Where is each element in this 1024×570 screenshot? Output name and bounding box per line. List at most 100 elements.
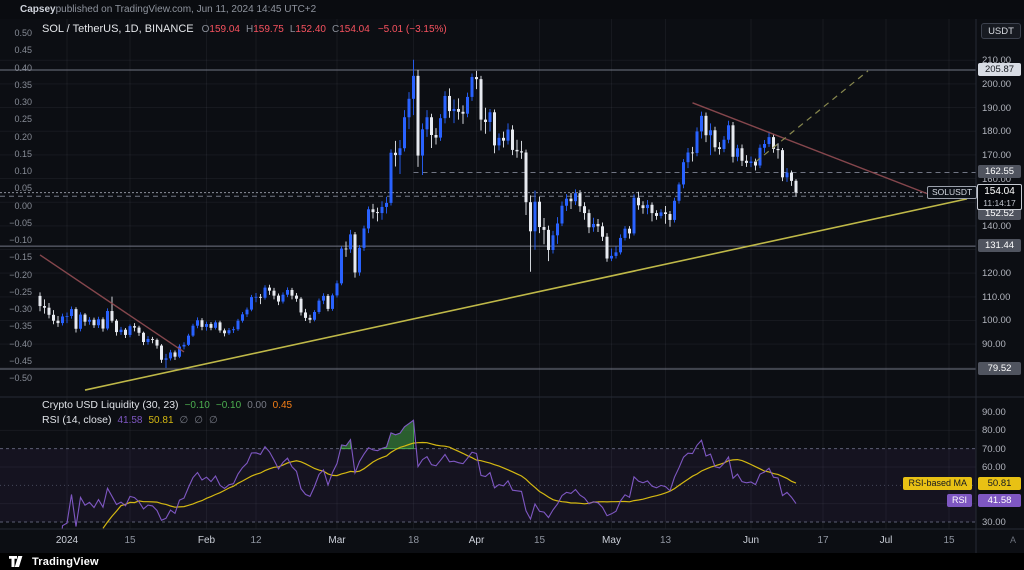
price-scale-tick: 170.00 (982, 149, 1012, 161)
price-scale-tick: 200.00 (982, 78, 1012, 90)
time-scale-tick: Jul (879, 535, 893, 546)
time-scale-tick: 15 (533, 535, 546, 546)
indicator-value: 0.45 (272, 400, 293, 411)
time-scale-tick: 2024 (55, 535, 79, 546)
trendlines-layer (39, 70, 968, 391)
current-price: 154.04 (984, 186, 1015, 197)
tradingview-brand[interactable]: TradingView (32, 555, 99, 568)
price-scale-tick: 120.00 (982, 268, 1012, 280)
indicator-value-badge: 50.81 (978, 476, 1021, 490)
bar-countdown: 11:14:17 (983, 198, 1016, 208)
indicator-value: 0.00 (247, 400, 267, 411)
axis-corner-label[interactable]: A (1009, 535, 1016, 545)
time-scale-tick: 18 (407, 535, 420, 546)
left-scale-tick: −0.45 (9, 355, 32, 366)
indicator-value: ∅ (179, 415, 189, 426)
time-scale-tick: 13 (659, 535, 672, 546)
rsi-indicator-title[interactable]: RSI (14, close) (42, 414, 112, 426)
indicator-value: ∅ (208, 415, 218, 426)
price-level-badge: 152.52 (978, 207, 1021, 221)
left-scale-tick: −0.05 (9, 217, 32, 228)
liquidity-legend: Crypto USD Liquidity (30, 23) −0.10 −0.10 0… (42, 399, 292, 411)
time-scale-tick: 12 (250, 535, 262, 546)
left-scale-tick: 0.40 (14, 62, 32, 73)
levels-layer (0, 69, 976, 370)
liquidity-indicator-title[interactable]: Crypto USD Liquidity (30, 23) (42, 399, 179, 411)
rsi-scale-tick: 70.00 (982, 443, 1006, 455)
ohlc-value: 152.40 (295, 24, 326, 35)
left-scale-tick: −0.20 (9, 269, 32, 280)
time-scale-tick: 15 (124, 535, 136, 546)
rsi-values: 41.58 50.81 ∅ ∅ ∅ (111, 414, 217, 426)
left-scale-tick: 0.05 (14, 183, 32, 194)
price-scale-tick: 190.00 (982, 102, 1012, 114)
left-scale-tick: 0.25 (14, 114, 32, 125)
publish-info: published on TradingView.com, Jun 11, 20… (55, 4, 317, 15)
price-scale-tick: 210.00 (982, 55, 1012, 67)
time-scale-tick: Mar (328, 535, 346, 546)
current-price-badge: 154.04 11:14:17 (977, 184, 1022, 210)
symbol-legend: SOL / TetherUS, 1D, BINANCE O159.04 H159.7… (42, 23, 447, 35)
liquidity-values: −0.10 −0.10 0.00 0.45 (179, 399, 293, 411)
left-scale-tick: −0.10 (9, 235, 32, 245)
time-scale-tick: May (602, 535, 621, 546)
ohlc-label: O (201, 24, 210, 35)
price-level-badge: 205.87 (978, 63, 1021, 76)
indicator-value: 41.58 (117, 415, 143, 426)
ohlc-label: H (246, 24, 254, 35)
price-level-badge: 162.55 (978, 165, 1021, 179)
time-scale[interactable]: A 2024 15 Feb 12 Mar 18 Apr 15 May 13 Jun 17 Jul 15 (0, 529, 1024, 553)
indicator-value: 50.81 (148, 415, 174, 426)
price-scale-tick: 160.00 (982, 173, 1012, 185)
time-scale-tick: 15 (943, 535, 955, 546)
candles-layer (38, 59, 798, 369)
price-level-badge: 131.44 (978, 239, 1021, 253)
time-scale-tick: Apr (468, 535, 485, 546)
rsi-layer (0, 419, 976, 529)
ohlc-value: 159.04 (209, 24, 240, 35)
symbol-title[interactable]: SOL / TetherUS, 1D, BINANCE (42, 23, 194, 35)
left-scale-tick: 0.50 (14, 28, 32, 38)
indicator-value: −0.10 (184, 400, 210, 411)
right-price-scale[interactable]: 154.04 11:14:17 210.00 200.00 190.00 180.00… (976, 19, 1024, 553)
price-scale-tick: 100.00 (982, 315, 1012, 327)
rsi-legend: RSI (14, close) 41.58 50.81 ∅ ∅ ∅ (42, 414, 218, 426)
time-scale-tick: Jun (742, 535, 760, 546)
price-level-badge: 79.52 (978, 361, 1021, 375)
price-scale-tick: 180.00 (982, 126, 1012, 138)
indicator-value: −0.10 (215, 400, 242, 411)
left-scale-tick: −0.25 (9, 286, 32, 297)
left-scale-tick: 0.35 (14, 79, 32, 90)
currency-toggle-button[interactable]: USDT (981, 23, 1021, 39)
left-scale-tick: −0.35 (9, 321, 32, 332)
rsi-scale-tick: 30.00 (982, 516, 1006, 528)
left-scale-tick: 0.45 (14, 45, 32, 56)
time-scale-tick: 17 (817, 535, 829, 546)
left-scale-tick: −0.40 (9, 338, 32, 349)
left-scale-tick: 0.10 (14, 166, 32, 176)
publisher-name: Capsey (20, 4, 56, 15)
indicator-value-badge: 41.58 (978, 493, 1021, 507)
ohlc-value: 159.75 (253, 24, 284, 35)
ohlc-value: 154.04 (339, 24, 370, 35)
time-scale-tick: Feb (197, 535, 216, 546)
change-value: −5.01 (−3.15%) (377, 24, 447, 35)
left-scale-tick: 0.15 (14, 148, 32, 159)
left-scale-tick: −0.30 (9, 304, 32, 314)
price-scale-tick: 110.00 (982, 291, 1011, 303)
publish-header: Capsey published on TradingView.com, Jun… (0, 0, 1024, 19)
price-scale-tick: 90.00 (982, 339, 1006, 351)
indicator-value: ∅ (194, 415, 203, 426)
separators-layer (0, 19, 1024, 553)
ohlc-values: O159.04 H159.75 L152.40 C154.04 (202, 23, 376, 35)
tradingview-logo-icon[interactable] (9, 556, 26, 567)
left-price-scale[interactable]: 0.50 0.45 0.40 0.35 0.30 0.25 0.20 0.15 0.10 0.05… (0, 19, 34, 397)
left-scale-tick: −0.50 (9, 373, 32, 383)
ohlc-label: L (289, 24, 296, 35)
footer: TradingView (0, 553, 1024, 570)
left-scale-tick: −0.15 (9, 252, 32, 263)
left-scale-tick: 0.00 (14, 200, 32, 211)
ohlc-label: C (331, 24, 340, 35)
